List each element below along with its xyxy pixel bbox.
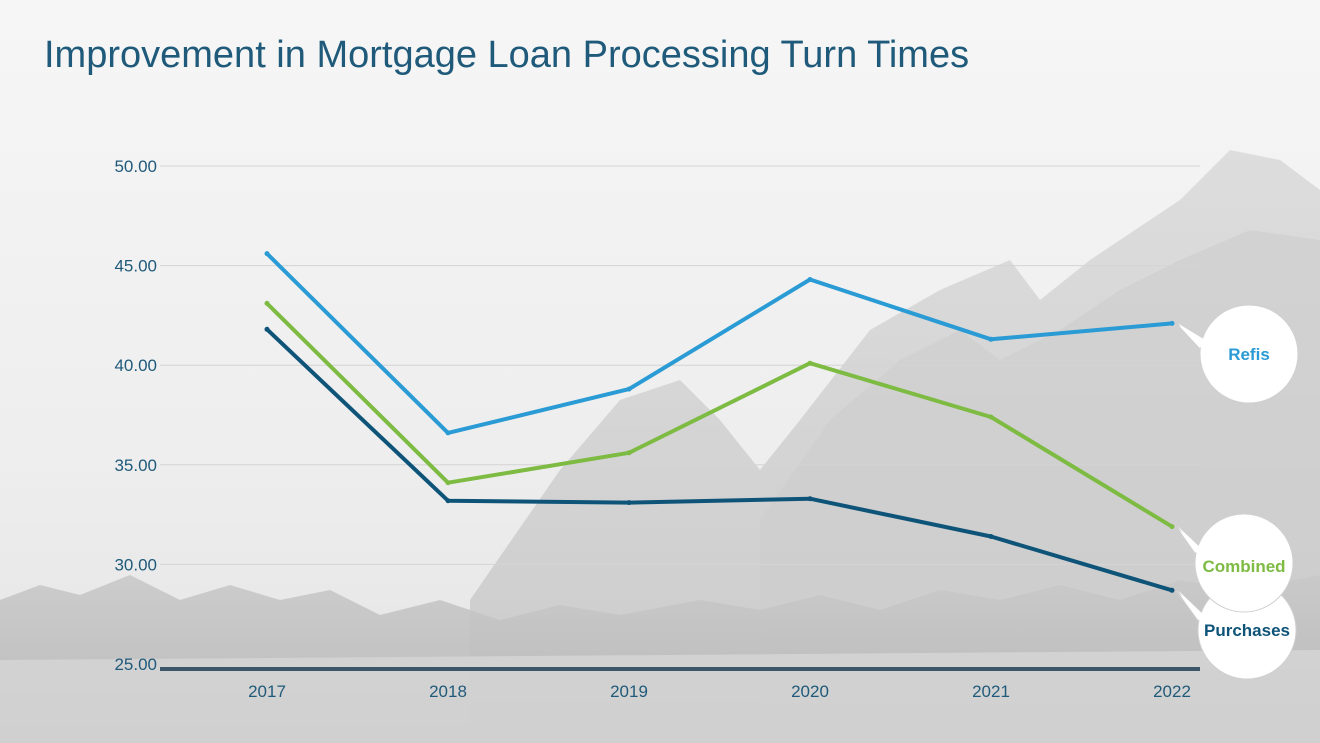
ground-fog xyxy=(0,650,1320,743)
callout-combined: Combined xyxy=(1175,513,1294,613)
callout-refis: Refis xyxy=(1175,304,1299,404)
data-point xyxy=(626,386,632,392)
data-point xyxy=(988,534,994,539)
data-point xyxy=(1169,587,1175,593)
callout-tail-fill xyxy=(1178,590,1213,639)
data-point xyxy=(264,326,270,332)
data-point xyxy=(445,498,451,504)
x-tick-label: 2021 xyxy=(972,682,1010,701)
x-tick-label: 2019 xyxy=(610,682,648,701)
series-line-combined xyxy=(265,301,1174,529)
x-tick-label: 2022 xyxy=(1153,682,1191,701)
data-point xyxy=(988,414,994,420)
data-point xyxy=(1169,320,1175,326)
x-tick-label: 2020 xyxy=(791,682,829,701)
series-line-purchases xyxy=(265,327,1174,593)
callout-bubble xyxy=(1194,513,1294,613)
callout-bubble xyxy=(1199,304,1299,404)
data-point xyxy=(988,336,994,342)
series-label-combined: Combined xyxy=(1202,557,1285,576)
y-tick-label: 25.00 xyxy=(114,655,157,674)
data-point xyxy=(264,300,270,306)
gridlines xyxy=(160,165,1200,565)
x-tick-label: 2017 xyxy=(248,682,286,701)
data-point xyxy=(445,480,451,486)
y-tick-label: 45.00 xyxy=(114,257,157,276)
callout-tail-fill xyxy=(1178,323,1215,363)
y-tick-label: 30.00 xyxy=(114,555,157,574)
series-label-purchases: Purchases xyxy=(1204,621,1290,640)
x-tick-label: 2018 xyxy=(429,682,467,701)
series-label-refis: Refis xyxy=(1228,345,1270,364)
data-point xyxy=(807,360,813,366)
data-point xyxy=(445,430,451,436)
y-axis: 25.00 30.00 35.00 40.00 45.00 50.00 xyxy=(114,157,157,674)
data-point xyxy=(1169,524,1175,530)
series-line-refis xyxy=(265,251,1174,435)
chart-title: Improvement in Mortgage Loan Processing … xyxy=(44,34,970,76)
y-tick-label: 40.00 xyxy=(114,356,157,375)
series-lines xyxy=(264,251,1175,593)
data-point xyxy=(626,450,632,456)
series-callouts: Refis Purchases Combined xyxy=(1175,304,1299,680)
y-tick-label: 35.00 xyxy=(114,456,157,475)
y-tick-label: 50.00 xyxy=(114,157,157,176)
data-point xyxy=(807,277,813,282)
data-point xyxy=(807,496,813,502)
callout-tail-fill xyxy=(1178,526,1210,572)
data-point xyxy=(264,251,270,257)
data-point xyxy=(626,500,632,506)
x-axis: 2017 2018 2019 2020 2021 2022 xyxy=(248,682,1191,701)
